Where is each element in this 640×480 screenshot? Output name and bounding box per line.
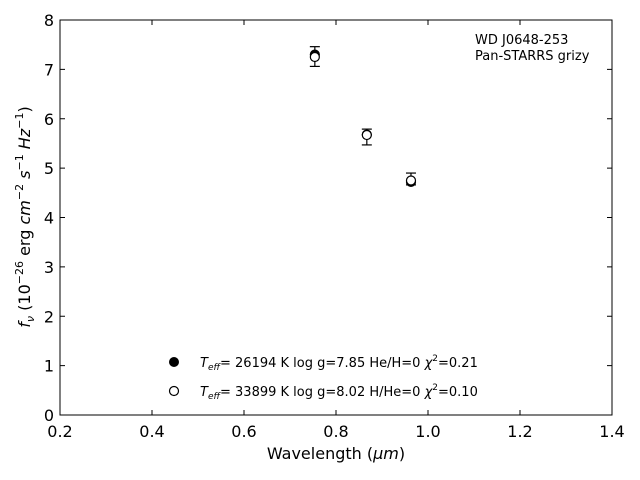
x-tick-label: 0.2 [47,422,72,441]
y-tick-labels: 0 1 2 3 4 5 6 7 8 [44,11,54,425]
x-axis-label: Wavelength (μm) [267,444,405,463]
legend-entry-2: Teff= 33899 K log g=8.02 H/He=0 χ2=0.10 [200,383,478,402]
model-point-open [309,51,320,63]
legend-marker-open [168,385,180,397]
y-tick-label: 0 [44,406,54,425]
y-tick-label: 4 [44,209,54,228]
legend-marker-filled [169,357,179,367]
plot-frame [59,19,613,416]
y-tick-label: 3 [44,258,54,277]
annotation-survey: Pan-STARRS grizy [475,49,590,64]
x-tick-label: 1.2 [507,422,532,441]
y-axis-label: fν (10−26 erg cm−2 s−1 Hz−1) [13,106,37,327]
y-tick-label: 5 [44,159,54,178]
annotation-object-name: WD J0648-253 [475,33,568,48]
y-tick-label: 2 [44,307,54,326]
model-point-open [405,175,417,186]
x-tick-label: 1.4 [599,422,624,441]
data-markers [309,46,417,188]
x-tick-label: 0.4 [139,422,164,441]
x-tick-label: 0.8 [323,422,348,441]
legend-entry-1: Teff= 26194 K log g=7.85 He/H=0 χ2=0.21 [200,354,478,373]
y-tick-label: 8 [44,11,54,30]
x-tick-labels: 0.2 0.4 0.6 0.8 1.0 1.2 1.4 [47,422,624,441]
x-tick-label: 0.6 [231,422,256,441]
y-tick-label: 6 [44,110,54,129]
x-tick-label: 1.0 [415,422,440,441]
y-tick-label: 7 [44,60,54,79]
model-point-open [361,129,372,141]
y-tick-label: 1 [44,357,54,376]
legend: Teff= 26194 K log g=7.85 He/H=0 χ2=0.21 … [168,354,478,402]
